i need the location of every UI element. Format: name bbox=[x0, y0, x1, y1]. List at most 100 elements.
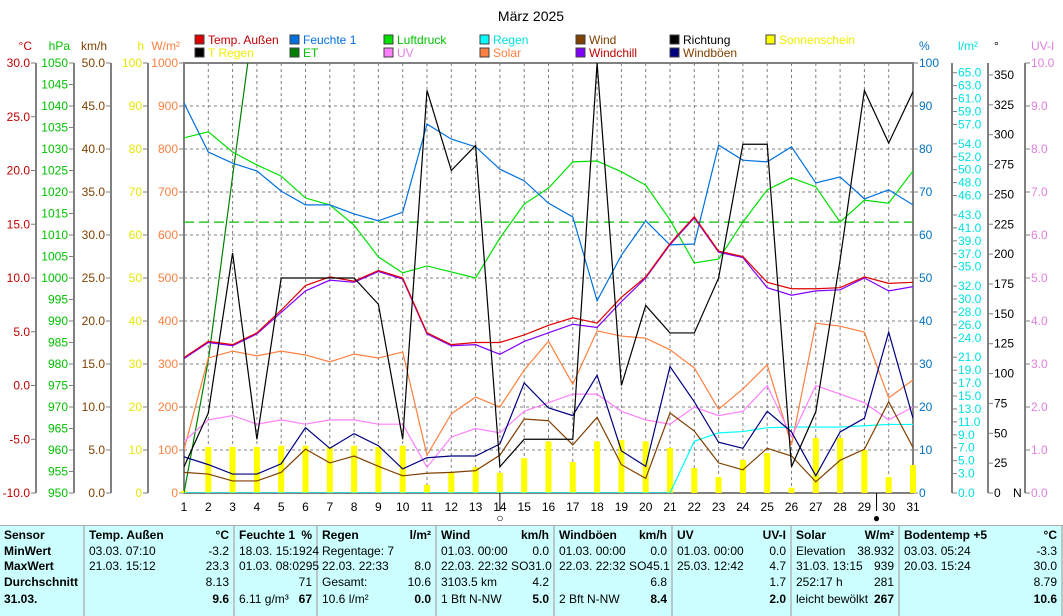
stats-row: 9.6 bbox=[89, 592, 229, 608]
axis-tick-label: 980 bbox=[48, 357, 68, 371]
statistics-table: Sensor MinWert MaxWert Durchschnitt 31.03. Te… bbox=[0, 525, 1063, 616]
stats-row: 18.03. 15:19 24 bbox=[239, 543, 319, 560]
axis-tick-label: 25.0 bbox=[82, 271, 106, 285]
sunshine-bar bbox=[351, 445, 358, 493]
axis-tick-label: 21.0 bbox=[958, 350, 982, 364]
legend-label: T Regen bbox=[208, 46, 254, 60]
axis-tick-label: 0 bbox=[919, 486, 926, 500]
stats-row: 22.03. 22:32 SO 45.1 bbox=[559, 559, 670, 575]
sunshine-bar bbox=[788, 487, 795, 493]
axis-tick-label: 39.0 bbox=[958, 234, 982, 248]
axis-tick-label: 700 bbox=[158, 185, 178, 199]
stats-label: 01.03. 00:00 bbox=[441, 543, 508, 558]
axis-tick-label: 54.0 bbox=[958, 137, 982, 151]
stats-column-wind: Wind km/h 01.03. 00:00 0.0 22.03. 22:32 SO 31… bbox=[437, 526, 555, 616]
x-tick-label: 18 bbox=[590, 500, 604, 514]
stats-title: Wind bbox=[441, 528, 471, 542]
axis-tick-label: 990 bbox=[48, 314, 68, 328]
stats-label: 2 Bft N-NW bbox=[559, 592, 620, 606]
sunshine-bar bbox=[448, 471, 455, 493]
axis-tick-label: 30 bbox=[919, 357, 933, 371]
stats-row: 252:17 h 281 bbox=[796, 575, 894, 591]
x-tick-label: 1 bbox=[181, 500, 188, 514]
axis-tick-label: 10 bbox=[919, 443, 933, 457]
stats-row: 6.11 g/m³ 67 bbox=[239, 592, 312, 608]
stats-label: 1 Bft N-NW bbox=[441, 592, 502, 606]
axis-tick-label: 350 bbox=[994, 68, 1014, 82]
stats-label: MaxWert bbox=[4, 559, 54, 573]
axis-tick-label: 90 bbox=[919, 99, 933, 113]
axis-tick-label: 985 bbox=[48, 336, 68, 350]
axis-tick-label: 20 bbox=[129, 400, 143, 414]
x-tick-label: 23 bbox=[712, 500, 726, 514]
series-wind bbox=[184, 400, 913, 483]
axis-tick-label: 70 bbox=[129, 185, 143, 199]
axis-tick-label: 1000 bbox=[41, 271, 68, 285]
axis-tick-label: 300 bbox=[158, 357, 178, 371]
x-tick-label: 3 bbox=[229, 500, 236, 514]
stats-label: 10.6 l/m² bbox=[322, 592, 369, 606]
stats-row: 20.03. 15:24 30.0 bbox=[904, 559, 1057, 575]
axis-tick-label: 30.0 bbox=[82, 228, 106, 242]
stats-row: 22.03. 22:33 8.0 bbox=[322, 559, 431, 575]
stats-label: 01.03. 08:02 bbox=[239, 559, 306, 573]
x-tick-label: 31 bbox=[906, 500, 920, 514]
axis-tick-label: 200 bbox=[994, 247, 1014, 261]
axis-tick-label: 80 bbox=[919, 142, 933, 156]
moon-phase-icon: ○ bbox=[496, 511, 503, 525]
axis-tick-label: 800 bbox=[158, 142, 178, 156]
axis-tick-label: 965 bbox=[48, 422, 68, 436]
axis-unit-sun: h bbox=[137, 39, 144, 53]
stats-label: Gesamt: bbox=[322, 574, 368, 589]
series-solar bbox=[184, 322, 913, 457]
stats-value: 23.3 bbox=[205, 559, 229, 573]
stats-row: 3103.5 km 4.2 bbox=[441, 575, 549, 591]
stats-value: 67 bbox=[298, 592, 312, 606]
stats-value: 8.4 bbox=[650, 592, 667, 606]
axis-tick-label: 17.0 bbox=[958, 376, 982, 390]
stats-column-bodentemp-5: Bodentemp +5 °C 03.03. 05:24 -3.3 20.03. 15:… bbox=[900, 526, 1063, 616]
stats-row: 31.03. 13:15 939 bbox=[796, 559, 894, 575]
axis-unit-temp: °C bbox=[19, 39, 33, 53]
sunshine-bar bbox=[764, 453, 771, 493]
stats-value: 45.1 bbox=[646, 559, 670, 573]
axis-tick-label: 19.0 bbox=[958, 363, 982, 377]
axis-tick-label: 9.0 bbox=[958, 428, 975, 442]
axis-tick-label: 26.0 bbox=[958, 318, 982, 332]
stats-header: Bodentemp +5 °C bbox=[904, 528, 1057, 544]
sunshine-bar bbox=[910, 465, 916, 493]
stats-label: 18.03. 15:19 bbox=[239, 543, 306, 558]
axis-tick-label: 955 bbox=[48, 465, 68, 479]
x-tick-label: 27 bbox=[809, 500, 823, 514]
axis-tick-label: 9.0 bbox=[1031, 99, 1048, 113]
sunshine-bar bbox=[205, 446, 212, 493]
axes: °C -10.0 -5.0 0.0 5.0 10.0 15.0 20.0 25.0 30.0 hPa… bbox=[3, 39, 1055, 500]
stats-row: 10.6 l/m² 0.0 bbox=[322, 592, 431, 608]
axis-tick-label: 20.0 bbox=[7, 164, 31, 178]
stats-header: Temp. Außen °C bbox=[89, 528, 229, 544]
axis-tick-label: 35.0 bbox=[958, 260, 982, 274]
legend-swatch bbox=[194, 34, 205, 45]
sunshine-bar bbox=[521, 458, 528, 493]
axis-tick-label: 975 bbox=[48, 379, 68, 393]
stats-label: 01.03. 00:00 bbox=[559, 543, 626, 558]
axis-tick-label: 59.0 bbox=[958, 104, 982, 118]
stats-value: 0.0 bbox=[769, 543, 786, 558]
axis-tick-label: -10.0 bbox=[3, 486, 31, 500]
stats-header: Solar W/m² bbox=[796, 528, 894, 544]
stats-value: 1.7 bbox=[769, 574, 786, 589]
axis-tick-label: 970 bbox=[48, 400, 68, 414]
stats-value: 0.0 bbox=[414, 592, 431, 606]
axis-tick-label: 0 bbox=[171, 486, 178, 500]
axis-tick-label: 40 bbox=[919, 314, 933, 328]
axis-tick-label: 15.0 bbox=[7, 217, 31, 231]
axis-tick-label: 3.0 bbox=[958, 467, 975, 481]
x-tick-label: 28 bbox=[833, 500, 847, 514]
axis-tick-label: 20.0 bbox=[82, 314, 106, 328]
stats-unit: °C bbox=[1043, 528, 1057, 542]
axis-tick-label: 325 bbox=[994, 98, 1014, 112]
stats-header: UV UV-I bbox=[677, 528, 786, 544]
axis-tick-label: 0.0 bbox=[1031, 486, 1048, 500]
axis-tick-label: 1035 bbox=[41, 121, 68, 135]
axis-tick-label: 45.0 bbox=[82, 99, 106, 113]
